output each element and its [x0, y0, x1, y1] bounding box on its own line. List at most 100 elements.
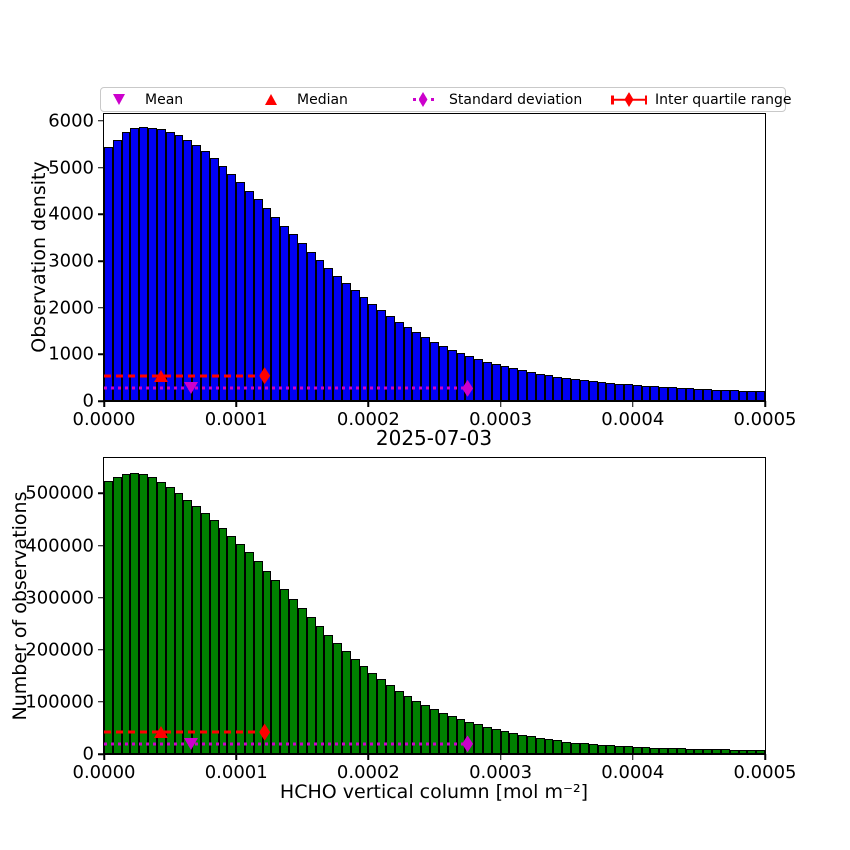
histogram-bar	[668, 748, 677, 754]
histogram-bar	[535, 373, 545, 401]
histogram-bar	[632, 384, 642, 401]
histogram-bar	[650, 747, 660, 754]
histogram-bar	[465, 721, 475, 754]
median-marker	[153, 369, 168, 382]
y-tick-label: 300000	[25, 587, 94, 609]
histogram-bar	[703, 389, 713, 401]
histogram-bar	[253, 198, 263, 401]
histogram-bar	[271, 579, 281, 754]
histogram-bar	[315, 625, 325, 754]
y-tick-label: 0	[82, 390, 94, 412]
histogram-bar	[377, 310, 387, 401]
x-tick-label: 0.0003	[469, 409, 533, 430]
histogram-bar	[386, 685, 395, 754]
histogram-bar	[112, 477, 122, 754]
histogram-bar	[394, 690, 404, 754]
legend: Mean Median Standard deviation Inter quarti…	[100, 87, 791, 112]
histogram-bar	[729, 390, 739, 401]
y-tick	[98, 753, 104, 755]
histogram-bar	[297, 608, 307, 754]
histogram-bar	[350, 290, 360, 401]
histogram-bar	[588, 380, 598, 401]
histogram-bar	[756, 391, 765, 401]
histogram-bar	[200, 512, 210, 754]
histogram-bar	[518, 734, 528, 754]
y-tick	[98, 166, 104, 169]
histogram-bar	[386, 316, 395, 401]
histogram-bar	[579, 743, 589, 754]
x-tick	[632, 401, 634, 407]
histogram-bar	[394, 321, 404, 401]
median-icon	[253, 91, 289, 109]
histogram-bar	[606, 745, 616, 754]
histogram-bar	[421, 337, 431, 401]
histogram-bar	[509, 368, 519, 401]
histogram-bar	[447, 715, 457, 754]
histogram-bar	[121, 132, 131, 401]
legend-label: Standard deviation	[449, 91, 583, 108]
histogram-bar	[685, 388, 695, 401]
histogram-bar	[218, 527, 228, 754]
x-tick	[235, 401, 237, 407]
histogram-bar	[615, 383, 624, 401]
histogram-bar	[324, 268, 334, 401]
histogram-bar	[245, 190, 254, 401]
histogram-bar	[430, 341, 439, 401]
histogram-bar	[738, 390, 748, 401]
histogram-bar	[359, 297, 369, 401]
y-tick-label: 200000	[25, 639, 94, 661]
histogram-bar	[474, 724, 483, 754]
histogram-bar	[350, 659, 360, 754]
y-tick	[98, 353, 104, 356]
histogram-bar	[403, 327, 413, 401]
bottom-histogram-axes: 0.0000 0.0001 0.0002 0.0003 0.0004 0.0005 0 100…	[25, 457, 796, 783]
histogram-bar	[271, 216, 281, 401]
histogram-bar	[465, 356, 475, 401]
y-tick-label: 2000	[48, 297, 94, 319]
y-tick	[98, 492, 104, 495]
standard-deviation-line	[104, 386, 468, 390]
histogram-bar	[615, 745, 624, 754]
legend-item-inter-quartile-range: Inter quartile range	[611, 88, 791, 111]
histogram-bar	[104, 481, 113, 754]
median-marker	[153, 726, 168, 739]
errorbar-cap-icon	[644, 95, 647, 104]
y-tick-label: 3000	[48, 250, 94, 272]
histogram-bar	[183, 140, 193, 401]
histogram-bar	[245, 552, 254, 754]
histogram-bar	[209, 158, 219, 401]
histogram-bar	[500, 731, 510, 754]
legend-label: Mean	[145, 91, 184, 108]
histogram-bar	[289, 598, 298, 754]
histogram-bar	[659, 747, 669, 754]
triangle-up-icon	[265, 94, 277, 105]
histogram-bar	[632, 746, 642, 754]
histogram-bar	[641, 747, 651, 754]
histogram-bar	[430, 709, 439, 754]
histogram-bar	[174, 135, 184, 401]
histogram-bar	[747, 749, 757, 754]
histogram-bar	[165, 131, 175, 401]
histogram-bar	[694, 748, 704, 754]
histogram-bar	[130, 128, 140, 401]
y-tick	[98, 649, 104, 651]
y-tick-label: 6000	[48, 110, 94, 132]
mean-icon	[101, 91, 137, 109]
histogram-bar	[676, 387, 686, 401]
x-tick-label: 0.0000	[72, 409, 136, 430]
histogram-bar	[456, 352, 466, 401]
histogram-bar	[720, 749, 730, 754]
histogram-bar	[668, 387, 677, 401]
histogram-bar	[482, 726, 492, 754]
y-tick-label: 400000	[25, 535, 94, 557]
histogram-bar	[297, 242, 307, 401]
standard-deviation-diamond-marker	[462, 735, 474, 753]
histogram-bar	[438, 712, 448, 754]
histogram-bar	[200, 150, 210, 401]
dot-icon	[430, 98, 434, 101]
histogram-bar	[112, 139, 122, 401]
histogram-bar	[174, 493, 184, 754]
histogram-bar	[720, 389, 730, 401]
histogram-bar	[139, 126, 149, 401]
